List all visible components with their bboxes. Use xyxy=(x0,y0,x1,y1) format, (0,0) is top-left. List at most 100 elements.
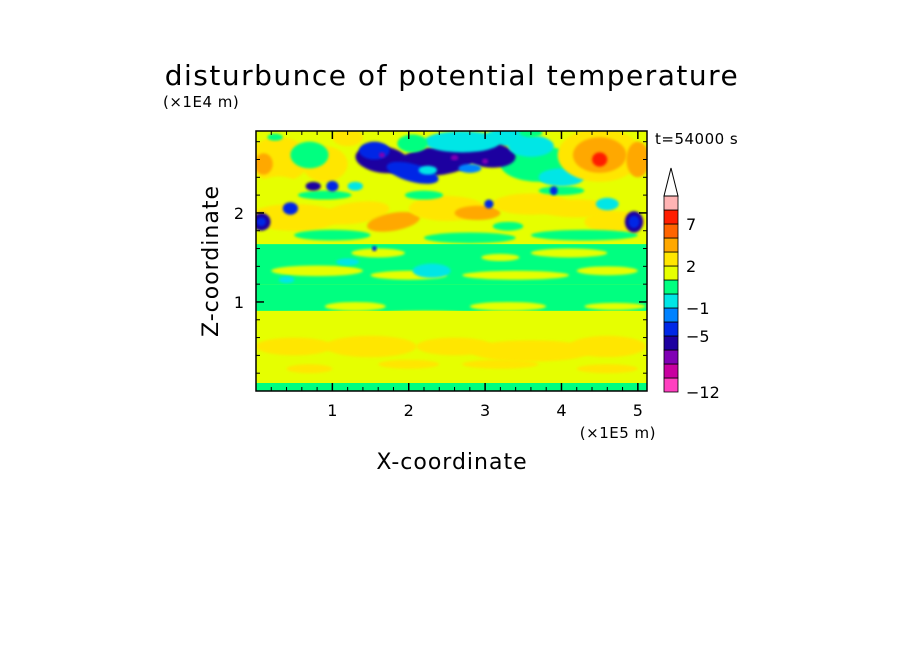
field-blob xyxy=(294,229,371,241)
field-blob xyxy=(626,141,647,178)
field-blob xyxy=(462,359,539,369)
field-blob xyxy=(404,190,444,200)
field-blob xyxy=(324,335,417,358)
x-tick-label: 1 xyxy=(327,401,337,420)
field-blob xyxy=(454,205,501,221)
colorbar-swatch xyxy=(663,321,679,337)
field-blob xyxy=(256,204,340,231)
y-axis: 12 xyxy=(234,141,647,374)
colorbar-label: 7 xyxy=(686,215,696,234)
x-unit: (×1E5 m) xyxy=(580,424,656,442)
field-blob xyxy=(424,131,501,153)
colorbar-swatch xyxy=(663,237,679,253)
field-blob xyxy=(584,302,646,310)
chart-title: disturbunce of potential temperature xyxy=(165,59,740,92)
heatmap-field xyxy=(256,131,647,391)
field-blob xyxy=(462,270,570,280)
field-blob xyxy=(569,335,646,358)
field-blob xyxy=(359,141,390,160)
x-tick-label: 2 xyxy=(404,401,414,420)
colorbar-label: −5 xyxy=(686,327,710,346)
x-axis: 1 2 3 4 5 xyxy=(270,131,643,420)
field-blob xyxy=(576,364,638,374)
field-blob xyxy=(538,186,585,196)
plot-frame xyxy=(255,130,648,392)
field-blob xyxy=(424,232,516,244)
colorbar-swatch xyxy=(663,307,679,323)
y-tick-label: 2 xyxy=(234,204,244,223)
colorbar-swatch xyxy=(663,363,679,379)
field-blob xyxy=(469,340,593,362)
field-blob xyxy=(324,301,386,311)
x-tick-label: 4 xyxy=(556,401,566,420)
field-blob xyxy=(362,310,486,326)
colorbar-swatch xyxy=(663,293,679,309)
field-band xyxy=(256,382,647,391)
field-band xyxy=(256,284,647,311)
field-blob xyxy=(256,312,348,327)
field-blob xyxy=(412,263,451,278)
field-blob xyxy=(482,158,489,164)
field-blob xyxy=(592,152,608,167)
colorbar-label: −12 xyxy=(686,383,720,402)
field-blob xyxy=(418,165,437,175)
colorbar-label: −1 xyxy=(686,299,710,318)
field-blob xyxy=(508,135,554,157)
colorbar-extend-arrow xyxy=(663,167,679,197)
field-blob xyxy=(321,201,390,225)
field-blob xyxy=(576,266,638,276)
field-blob xyxy=(298,190,352,200)
colorbar-swatch xyxy=(663,335,679,351)
field-blob xyxy=(458,163,482,173)
field-blob xyxy=(286,364,333,374)
field-blob xyxy=(282,202,299,215)
field-blob xyxy=(336,258,360,266)
field-blob xyxy=(267,133,283,141)
field-blob xyxy=(256,217,266,227)
colorbar-swatch xyxy=(663,279,679,295)
colorbar-swatch xyxy=(663,223,679,239)
field-blob xyxy=(332,131,363,147)
field-blob xyxy=(530,248,608,258)
field-blob xyxy=(628,215,640,229)
x-tick-label: 5 xyxy=(633,401,643,420)
y-axis-label: Z-coordinate xyxy=(199,185,224,337)
field-blob xyxy=(450,155,459,161)
y-unit: (×1E4 m) xyxy=(163,93,239,111)
field-blob xyxy=(372,245,377,252)
field-blob xyxy=(263,176,295,188)
field-blob xyxy=(271,265,363,277)
field-blob xyxy=(347,181,363,191)
field-blob xyxy=(386,161,439,184)
field-blob xyxy=(550,186,558,196)
time-label: t=54000 s xyxy=(655,130,738,148)
field-blob xyxy=(290,141,329,169)
colorbar-swatch xyxy=(663,377,679,393)
x-tick-label: 3 xyxy=(480,401,490,420)
colorbar-label: 2 xyxy=(686,257,696,276)
colorbar-swatch xyxy=(663,251,679,267)
colorbar-swatch xyxy=(663,195,679,211)
colorbar: −12−5−127 xyxy=(663,167,720,402)
colorbar-swatch xyxy=(663,349,679,365)
field-blob xyxy=(481,253,520,261)
field-blob xyxy=(367,211,420,232)
x-axis-label: X-coordinate xyxy=(376,450,527,475)
field-blob xyxy=(595,197,619,211)
field-blob xyxy=(278,276,295,284)
field-blob xyxy=(256,337,333,356)
field-blob xyxy=(484,199,494,209)
field-blob xyxy=(305,181,321,191)
y-tick-label: 1 xyxy=(234,293,244,312)
field-blob xyxy=(351,248,405,258)
colorbar-swatch xyxy=(663,265,679,281)
field-blob xyxy=(256,153,273,175)
field-blob xyxy=(326,180,339,192)
field-blob xyxy=(397,134,428,153)
colorbar-swatch xyxy=(663,209,679,225)
field-blob xyxy=(378,152,386,158)
field-blob xyxy=(492,221,524,231)
field-blob xyxy=(469,301,547,311)
field-blob xyxy=(378,359,440,369)
